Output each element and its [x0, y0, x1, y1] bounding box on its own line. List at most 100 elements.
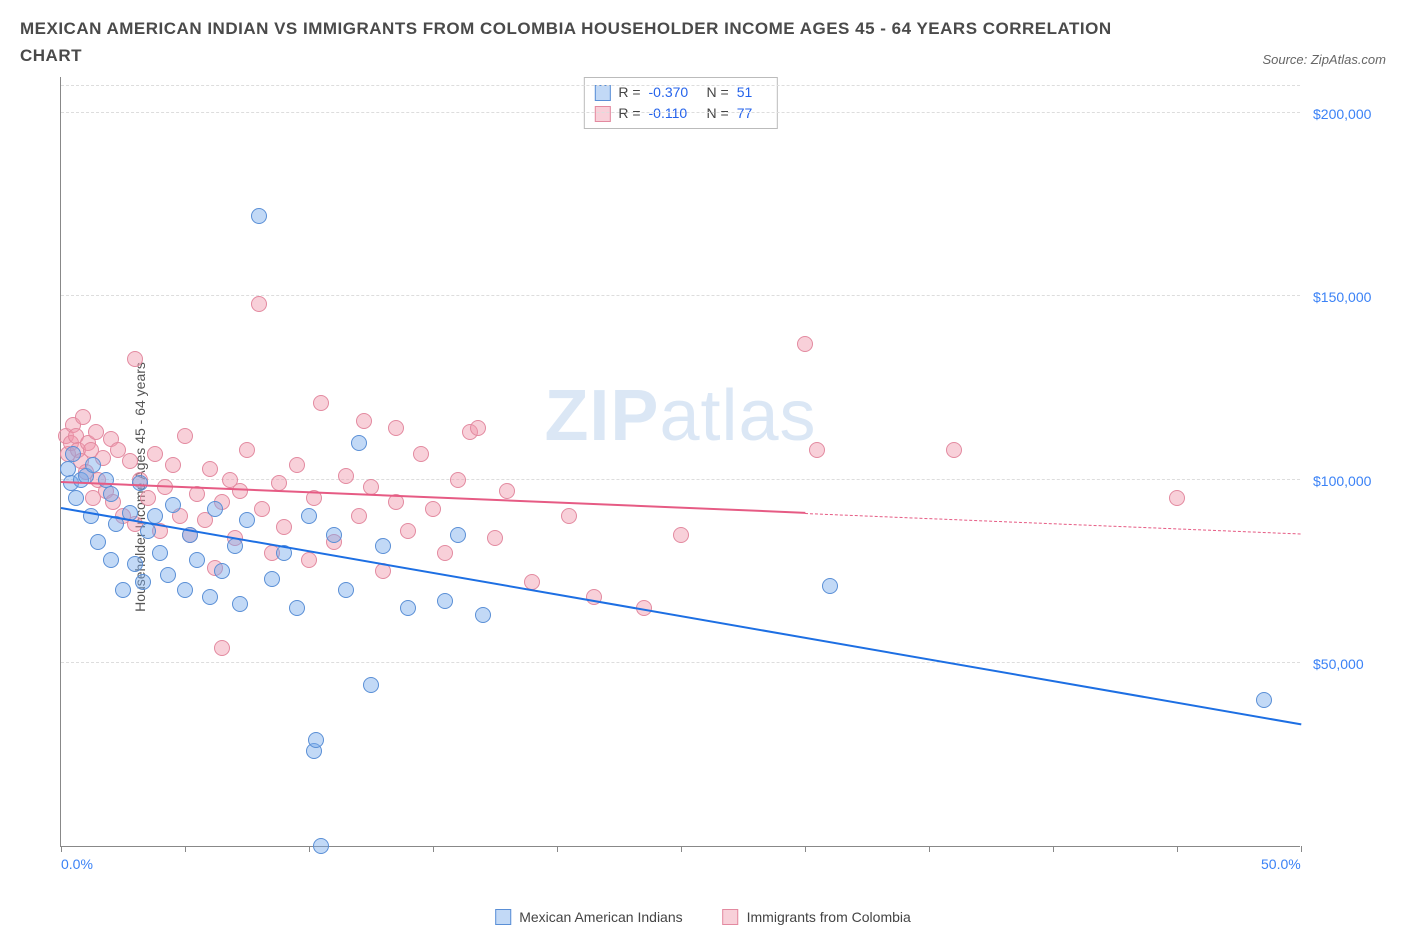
x-tick	[433, 846, 434, 852]
data-point	[499, 483, 515, 499]
data-point	[189, 552, 205, 568]
n-label: N =	[707, 103, 729, 124]
data-point	[388, 420, 404, 436]
y-tick-label: $200,000	[1313, 106, 1371, 122]
data-point	[450, 527, 466, 543]
data-point	[356, 413, 372, 429]
data-point	[160, 567, 176, 583]
data-point	[177, 582, 193, 598]
data-point	[338, 582, 354, 598]
data-point	[276, 519, 292, 535]
series-legend: Mexican American Indians Immigrants from …	[495, 909, 911, 925]
gridline	[61, 479, 1300, 480]
data-point	[487, 530, 503, 546]
legend-swatch	[594, 106, 610, 122]
data-point	[103, 552, 119, 568]
data-point	[375, 538, 391, 554]
gridline	[61, 112, 1300, 113]
data-point	[301, 552, 317, 568]
data-point	[1256, 692, 1272, 708]
data-point	[351, 508, 367, 524]
plot-area: ZIPatlas R =-0.370N =51R =-0.110N =77 $5…	[60, 77, 1300, 847]
data-point	[289, 600, 305, 616]
data-point	[363, 677, 379, 693]
n-value: 77	[737, 103, 767, 124]
data-point	[135, 574, 151, 590]
x-axis-max-label: 50.0%	[1261, 856, 1301, 872]
data-point	[797, 336, 813, 352]
data-point	[140, 523, 156, 539]
x-tick	[805, 846, 806, 852]
data-point	[289, 457, 305, 473]
data-point	[264, 571, 280, 587]
data-point	[165, 497, 181, 513]
data-point	[122, 453, 138, 469]
data-point	[177, 428, 193, 444]
data-point	[88, 424, 104, 440]
data-point	[301, 508, 317, 524]
data-point	[85, 457, 101, 473]
gridline	[61, 295, 1300, 296]
x-tick	[1301, 846, 1302, 852]
data-point	[103, 486, 119, 502]
data-point	[673, 527, 689, 543]
data-point	[338, 468, 354, 484]
legend-item: Immigrants from Colombia	[723, 909, 911, 925]
legend-label: Mexican American Indians	[519, 909, 682, 925]
data-point	[450, 472, 466, 488]
data-point	[65, 446, 81, 462]
legend-item: Mexican American Indians	[495, 909, 682, 925]
y-tick-label: $50,000	[1313, 656, 1364, 672]
gridline	[61, 85, 1300, 86]
chart-title: MEXICAN AMERICAN INDIAN VS IMMIGRANTS FR…	[20, 15, 1120, 69]
data-point	[239, 512, 255, 528]
data-point	[251, 208, 267, 224]
legend-label: Immigrants from Colombia	[747, 909, 911, 925]
data-point	[425, 501, 441, 517]
data-point	[98, 472, 114, 488]
data-point	[207, 501, 223, 517]
data-point	[202, 461, 218, 477]
source-credit: Source: ZipAtlas.com	[1262, 52, 1386, 69]
legend-swatch	[723, 909, 739, 925]
y-tick-label: $150,000	[1313, 289, 1371, 305]
data-point	[437, 545, 453, 561]
data-point	[313, 395, 329, 411]
data-point	[239, 442, 255, 458]
data-point	[413, 446, 429, 462]
data-point	[1169, 490, 1185, 506]
data-point	[165, 457, 181, 473]
x-tick	[1053, 846, 1054, 852]
data-point	[214, 563, 230, 579]
data-point	[127, 556, 143, 572]
data-point	[127, 351, 143, 367]
data-point	[147, 446, 163, 462]
gridline	[61, 662, 1300, 663]
x-tick	[929, 846, 930, 852]
data-point	[90, 534, 106, 550]
watermark: ZIPatlas	[544, 375, 816, 457]
x-tick	[185, 846, 186, 852]
data-point	[232, 483, 248, 499]
data-point	[68, 490, 84, 506]
data-point	[75, 409, 91, 425]
legend-swatch	[495, 909, 511, 925]
data-point	[308, 732, 324, 748]
data-point	[251, 296, 267, 312]
x-tick	[681, 846, 682, 852]
stats-row: R = -0.110 N = 77	[594, 103, 766, 124]
legend-swatch	[594, 85, 610, 101]
data-point	[115, 582, 131, 598]
data-point	[475, 607, 491, 623]
x-tick	[1177, 846, 1178, 852]
data-point	[214, 640, 230, 656]
x-axis-min-label: 0.0%	[61, 856, 93, 872]
chart-container: Householder Income Ages 45 - 64 years ZI…	[20, 77, 1386, 897]
x-tick	[61, 846, 62, 852]
data-point	[313, 838, 329, 854]
data-point	[202, 589, 218, 605]
r-label: R =	[618, 103, 640, 124]
data-point	[232, 596, 248, 612]
r-value: -0.110	[649, 103, 699, 124]
data-point	[400, 523, 416, 539]
